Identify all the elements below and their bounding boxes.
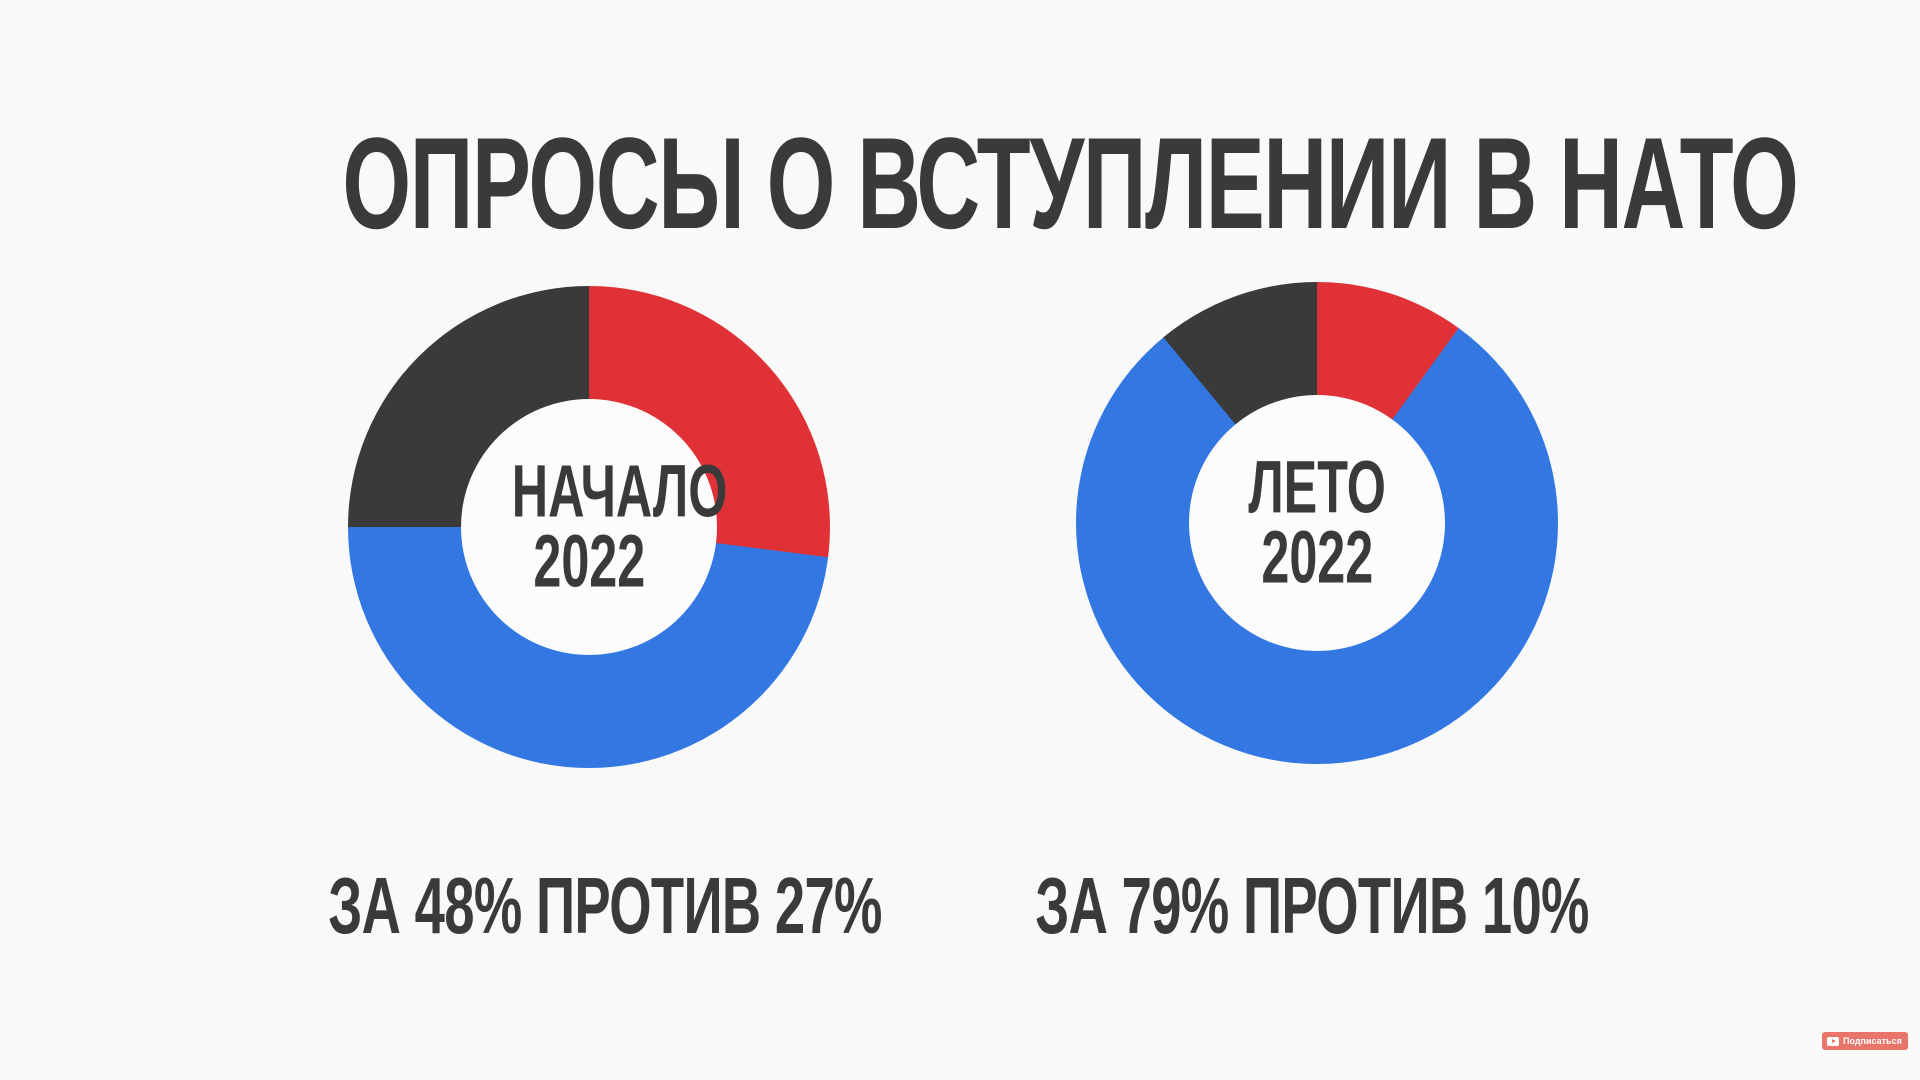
caption-nachalo-2022: ЗА 48% ПРОТИВ 27% (155, 866, 1055, 946)
donut-center-label: ЛЕТО 2022 (1189, 445, 1445, 599)
subscribe-button-label: Подписаться (1843, 1035, 1902, 1046)
donut-center-label-line1: НАЧАЛО (511, 449, 728, 533)
page-title: ОПРОСЫ О ВСТУПЛЕНИИ В НАТО (0, 118, 1920, 248)
caption-nachalo-2022-text: ЗА 48% ПРОТИВ 27% (328, 861, 882, 950)
donut-center-label-line2: 2022 (533, 520, 645, 603)
donut-chart-nachalo-2022: НАЧАЛО 2022 (348, 286, 830, 768)
youtube-play-icon (1827, 1036, 1839, 1046)
donut-hole: ЛЕТО 2022 (1189, 395, 1445, 651)
caption-leto-2022-text: ЗА 79% ПРОТИВ 10% (1035, 861, 1589, 950)
donut-center-label: НАЧАЛО 2022 (461, 454, 728, 603)
page-title-text: ОПРОСЫ О ВСТУПЛЕНИИ В НАТО (342, 110, 1798, 256)
donut-chart-leto-2022: ЛЕТО 2022 (1076, 282, 1558, 764)
caption-leto-2022: ЗА 79% ПРОТИВ 10% (862, 866, 1762, 946)
donut-hole: НАЧАЛО 2022 (461, 399, 728, 655)
subscribe-button[interactable]: Подписаться (1822, 1032, 1908, 1050)
donut-center-label-line2: 2022 (1261, 516, 1373, 599)
donut-center-label-line1: ЛЕТО (1248, 445, 1386, 529)
